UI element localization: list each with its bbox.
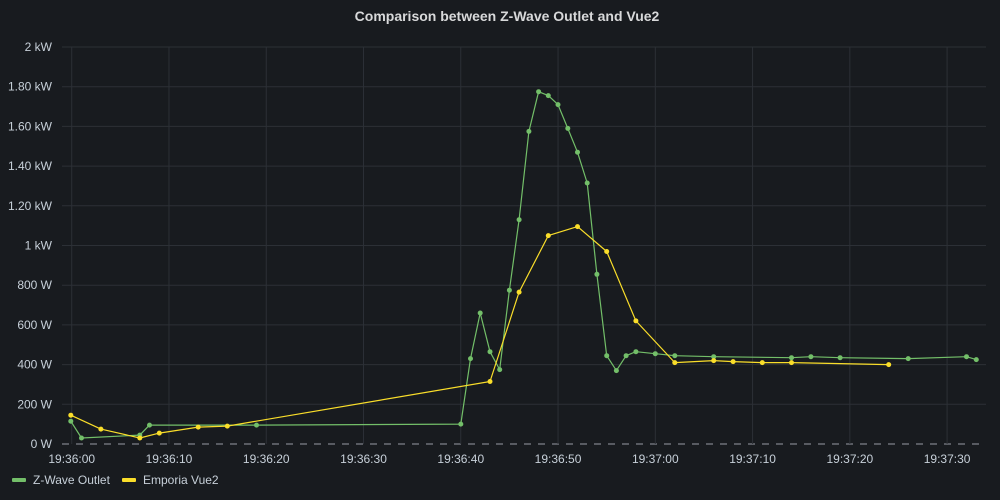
data-point (613, 368, 619, 374)
chart-title: Comparison between Z-Wave Outlet and Vue… (355, 8, 660, 24)
series-0 (68, 89, 979, 441)
x-tick-label: 19:36:40 (437, 452, 484, 466)
data-point (711, 358, 717, 364)
data-point (516, 289, 522, 295)
y-tick-label: 1.40 kW (8, 159, 53, 173)
data-point (224, 423, 230, 429)
y-tick-label: 0 W (31, 437, 53, 451)
data-point (594, 271, 600, 277)
series-1 (68, 224, 892, 441)
x-tick-label: 19:37:00 (632, 452, 679, 466)
data-point (584, 180, 590, 186)
grid (62, 46, 986, 445)
data-point (672, 360, 678, 366)
y-tick-label: 800 W (17, 278, 52, 292)
x-tick-label: 19:36:00 (48, 452, 95, 466)
y-tick-label: 600 W (17, 318, 52, 332)
data-point (137, 435, 143, 441)
x-tick-label: 19:36:30 (340, 452, 387, 466)
y-axis: 0 W 200 W 400 W 600 W 800 W 1 kW 1.20 kW 1.40 k… (8, 40, 53, 451)
data-point (458, 421, 464, 427)
data-point (487, 349, 493, 355)
legend-swatch (12, 478, 26, 482)
y-tick-label: 1 kW (25, 239, 53, 253)
data-point (730, 359, 736, 365)
data-point (545, 93, 551, 99)
x-tick-label: 19:36:20 (243, 452, 290, 466)
data-point (808, 354, 814, 360)
data-point (156, 430, 162, 436)
data-point (837, 355, 843, 361)
data-point (506, 287, 512, 293)
legend[interactable]: Z-Wave Outlet Emporia Vue2 (12, 473, 219, 487)
data-point (711, 354, 717, 360)
data-point (789, 360, 794, 366)
data-point (575, 149, 580, 155)
data-point (526, 128, 532, 134)
data-point (147, 422, 152, 428)
data-point (886, 362, 892, 368)
data-point (789, 355, 794, 361)
x-axis: 19:36:00 19:36:10 19:36:20 19:36:30 19:36:40… (48, 452, 970, 466)
x-tick-label: 19:37:30 (924, 452, 971, 466)
data-point (672, 353, 678, 359)
y-tick-label: 400 W (17, 358, 52, 372)
x-tick-label: 19:37:10 (729, 452, 776, 466)
data-point (545, 233, 551, 239)
legend-label: Z-Wave Outlet (33, 473, 111, 487)
legend-item-0[interactable]: Z-Wave Outlet (12, 473, 111, 487)
series-line (70, 91, 977, 439)
legend-label: Emporia Vue2 (143, 473, 219, 487)
data-point (497, 367, 503, 373)
data-point (487, 379, 493, 384)
data-point (652, 351, 658, 357)
data-point (555, 102, 561, 108)
x-tick-label: 19:36:50 (535, 452, 582, 466)
data-point (98, 426, 104, 432)
y-tick-label: 1.60 kW (8, 119, 53, 133)
data-point (633, 349, 639, 355)
data-point (516, 217, 522, 223)
data-point (254, 422, 259, 428)
data-point (604, 353, 610, 359)
data-point (79, 435, 84, 441)
y-tick-label: 1.20 kW (8, 199, 53, 213)
plot-area (68, 89, 979, 441)
data-point (759, 360, 765, 366)
data-point (575, 224, 580, 230)
data-point (68, 412, 74, 418)
data-point (604, 249, 610, 254)
data-point (964, 354, 969, 360)
data-point (195, 424, 201, 430)
data-point (973, 357, 979, 363)
x-tick-label: 19:37:20 (826, 452, 873, 466)
data-point (905, 356, 911, 362)
y-tick-label: 200 W (17, 397, 52, 411)
data-point (623, 353, 629, 359)
data-point (633, 318, 639, 324)
data-point (468, 356, 473, 362)
series-line (70, 226, 889, 439)
y-tick-label: 1.80 kW (8, 80, 53, 94)
y-tick-label: 2 kW (25, 40, 53, 54)
legend-swatch (122, 478, 136, 482)
data-point (565, 125, 571, 131)
legend-item-1[interactable]: Emporia Vue2 (122, 473, 219, 487)
data-point (536, 89, 542, 95)
x-tick-label: 19:36:10 (146, 452, 193, 466)
data-point (68, 418, 74, 424)
data-point (477, 310, 483, 316)
